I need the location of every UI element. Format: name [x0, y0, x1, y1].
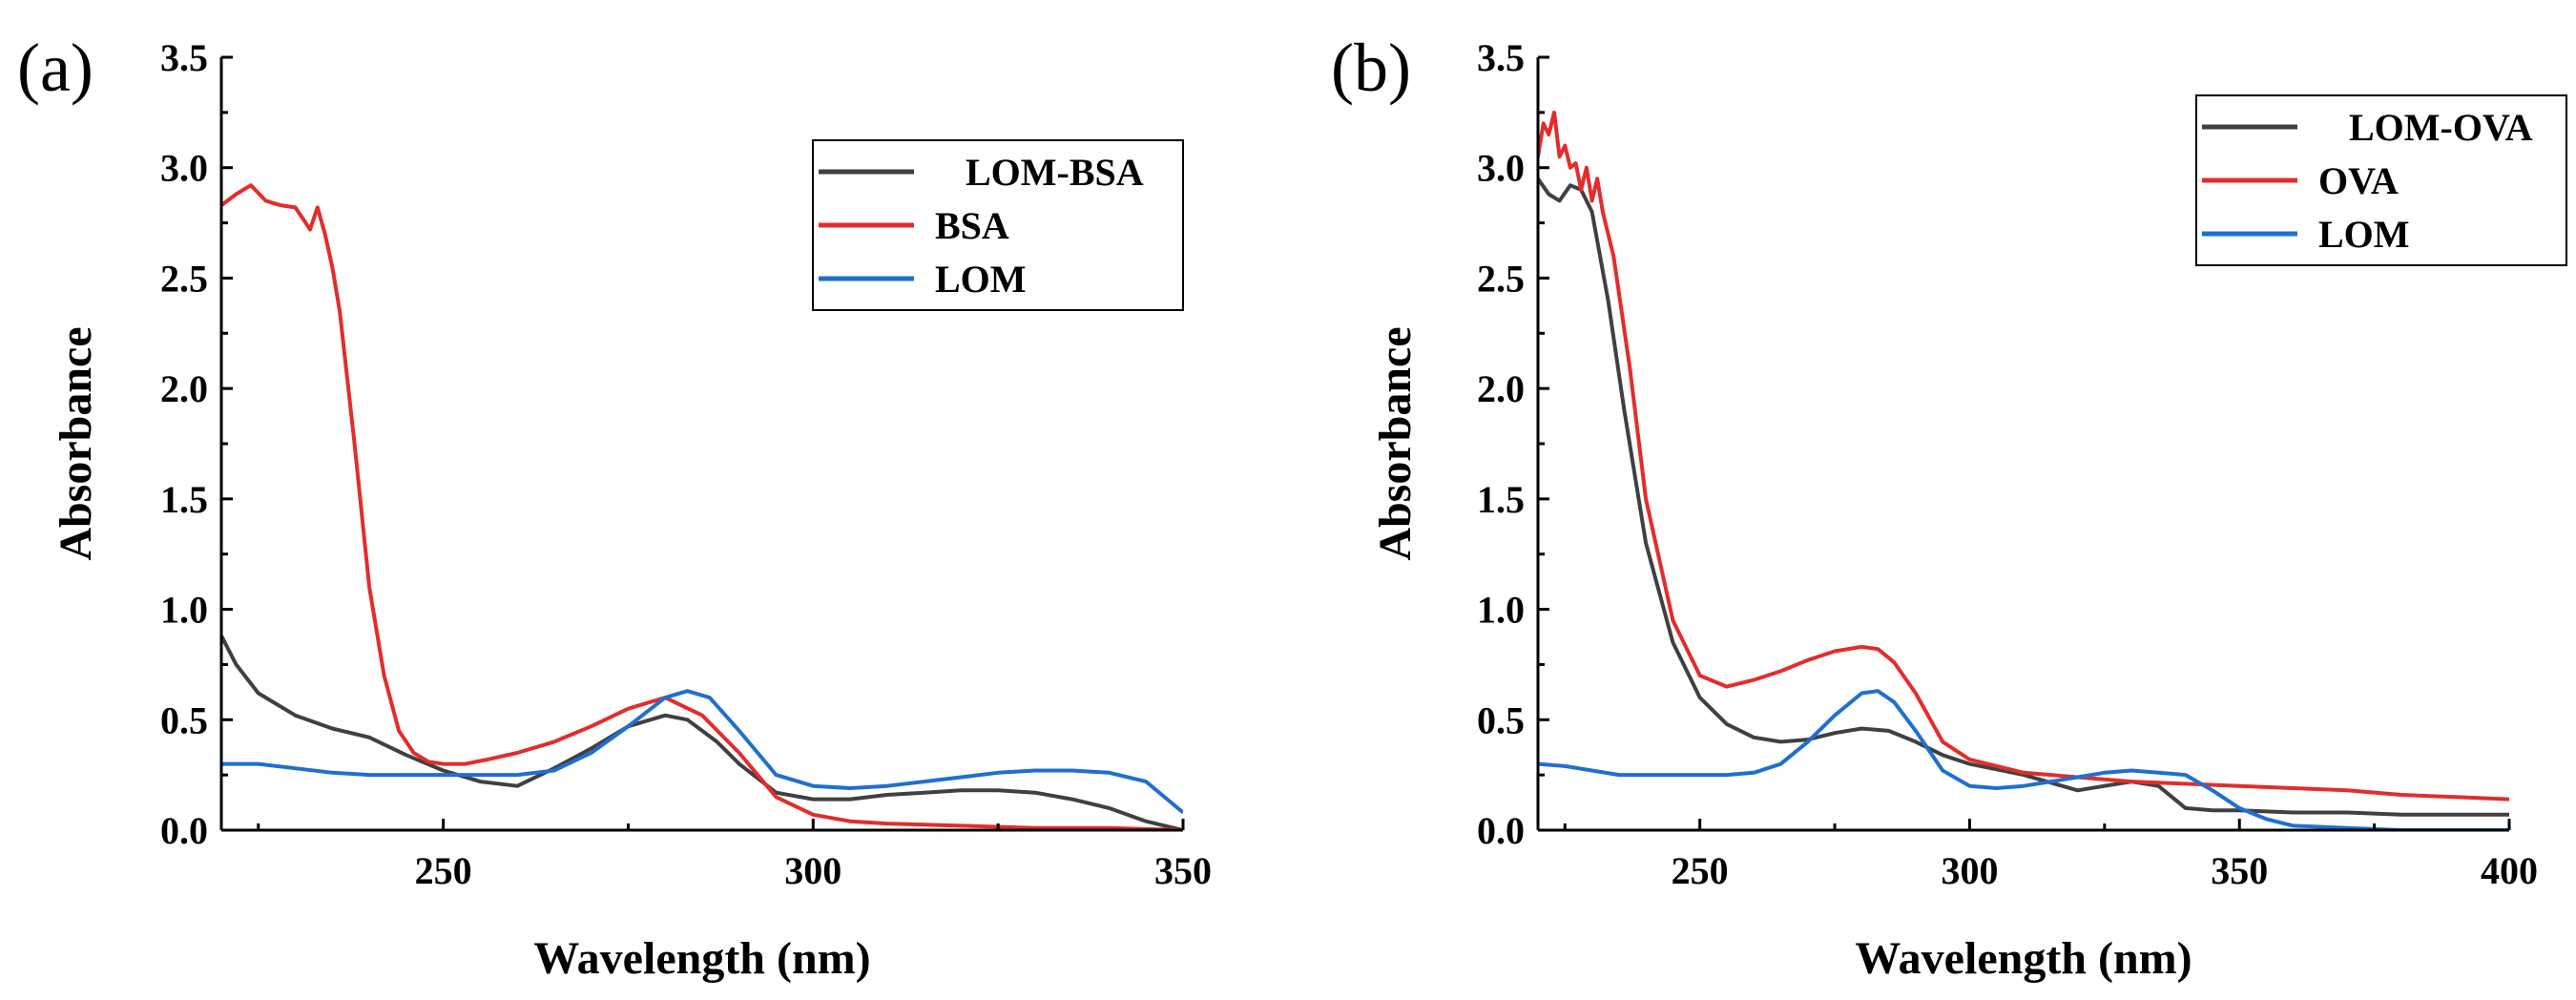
y-tick-label: 0.0	[160, 809, 208, 852]
chart-panel-0: (a) 0.0 0.5 1.0 1.5 2.0 2.5 3.0 3.5 250 300 350 Wave…	[17, 30, 1212, 984]
series-line-lom-bsa	[221, 635, 1183, 830]
panel-label: (a)	[17, 30, 93, 106]
legend-label-bsa: BSA	[935, 204, 1009, 247]
legend: LOM-OVA OVA LOM	[2195, 94, 2567, 266]
series-line-lom	[1538, 689, 2509, 830]
y-tick-label: 3.0	[160, 147, 208, 190]
legend: LOM-BSA BSA LOM	[812, 139, 1184, 311]
series-line-bsa	[221, 183, 1183, 830]
series-line-lom-ova	[1538, 177, 2509, 817]
series-line-lom	[221, 689, 1183, 815]
panel-label: (b)	[1331, 30, 1411, 106]
y-tick-label: 1.5	[1477, 478, 1525, 521]
y-axis-title: Absorbance	[1370, 326, 1421, 560]
x-tick-label: 250	[415, 849, 472, 892]
y-tick-label: 1.0	[1477, 589, 1525, 632]
x-tick-label: 350	[1154, 849, 1212, 892]
x-tick-label: 250	[1672, 849, 1729, 892]
y-tick-label: 2.0	[1477, 367, 1525, 410]
x-tick-label: 400	[2481, 849, 2538, 892]
chart-panel-1: (b) 0.0 0.5 1.0 1.5 2.0 2.5 3.0 3.5 250 300 350 400 W…	[1331, 30, 2567, 984]
legend-label-ova: OVA	[2318, 159, 2399, 202]
legend-label-lom: LOM	[935, 258, 1027, 301]
y-tick-label: 3.0	[1477, 147, 1525, 190]
y-tick-label: 2.5	[1477, 257, 1525, 300]
y-axis-title: Absorbance	[51, 326, 101, 560]
legend-label-lom: LOM	[2318, 213, 2410, 256]
legend-label-lom-bsa: LOM-BSA	[966, 151, 1144, 194]
series-line-ova	[1538, 110, 2509, 802]
y-tick-label: 1.0	[160, 589, 208, 632]
x-tick-label: 300	[1941, 849, 1998, 892]
y-tick-label: 2.5	[160, 257, 208, 300]
x-axis-title: Wavelength (nm)	[1855, 933, 2192, 984]
x-axis-title: Wavelength (nm)	[533, 933, 870, 984]
x-tick-label: 350	[2211, 849, 2268, 892]
y-tick-label: 3.5	[160, 36, 208, 79]
x-tick-label: 300	[784, 849, 841, 892]
y-tick-label: 0.0	[1477, 809, 1525, 852]
y-tick-label: 0.5	[160, 698, 208, 741]
y-tick-label: 1.5	[160, 478, 208, 521]
y-tick-label: 2.0	[160, 367, 208, 410]
legend-label-lom-ova: LOM-OVA	[2349, 106, 2533, 149]
y-tick-label: 0.5	[1477, 698, 1525, 741]
y-tick-label: 3.5	[1477, 36, 1525, 79]
